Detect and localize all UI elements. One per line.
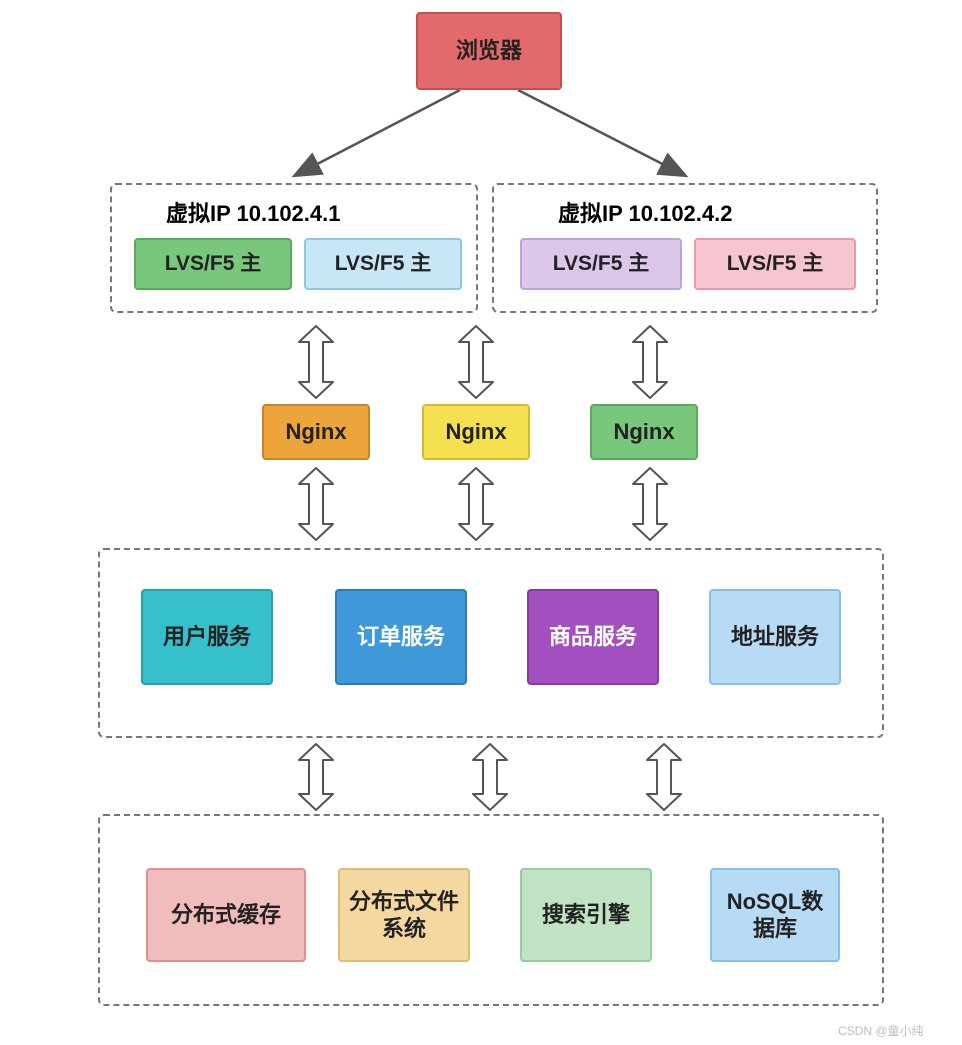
node-nginx-3: Nginx [590, 404, 698, 460]
node-service-address: 地址服务 [709, 589, 841, 685]
node-infra-nosql: NoSQL数据库 [710, 868, 840, 962]
diagram-canvas: 虚拟IP 10.102.4.1 虚拟IP 10.102.4.2 浏览器 LVS/… [0, 0, 962, 1045]
node-service-product: 商品服务 [527, 589, 659, 685]
node-infra-filesystem: 分布式文件系统 [338, 868, 470, 962]
node-lvs1-standby: LVS/F5 主 [304, 238, 462, 290]
node-lvs1-primary: LVS/F5 主 [134, 238, 292, 290]
node-browser: 浏览器 [416, 12, 562, 90]
node-lvs2-primary: LVS/F5 主 [520, 238, 682, 290]
node-nginx-1: Nginx [262, 404, 370, 460]
node-service-user: 用户服务 [141, 589, 273, 685]
node-nginx-2: Nginx [422, 404, 530, 460]
node-lvs2-standby: LVS/F5 主 [694, 238, 856, 290]
node-infra-cache: 分布式缓存 [146, 868, 306, 962]
node-infra-search: 搜索引擎 [520, 868, 652, 962]
group-vip1-title: 虚拟IP 10.102.4.1 [166, 196, 341, 228]
group-vip2-title: 虚拟IP 10.102.4.2 [558, 196, 733, 228]
watermark-text: CSDN @童小纯 [838, 1022, 924, 1039]
node-service-order: 订单服务 [335, 589, 467, 685]
